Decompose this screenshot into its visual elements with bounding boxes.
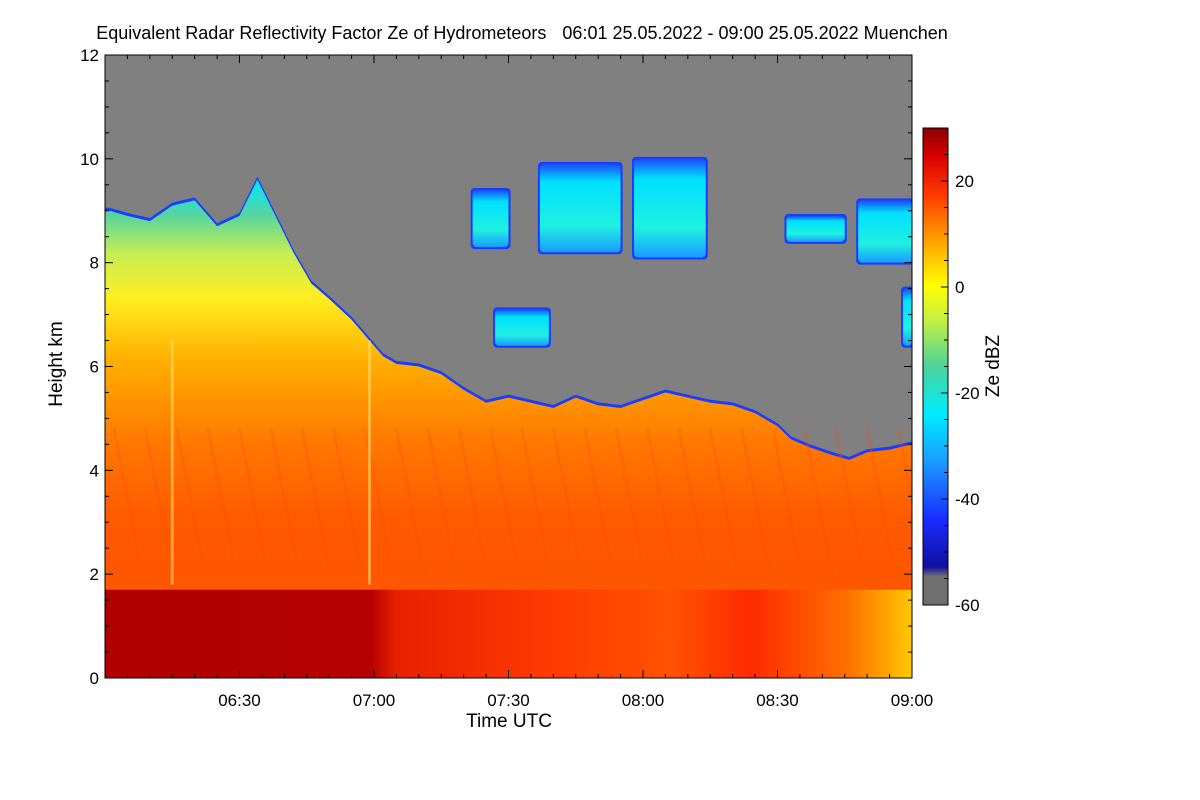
cloud-patch (634, 158, 706, 258)
fall-streak (457, 428, 489, 575)
fall-streak (394, 428, 426, 575)
x-tick-label: 08:00 (622, 691, 665, 710)
colorbar-tick-label: -40 (955, 490, 980, 509)
precipitation-echo (105, 179, 912, 678)
fall-streak (646, 428, 677, 575)
y-tick-label: 4 (90, 461, 99, 480)
x-axis: 06:30 07:00 07:30 08:00 08:30 09:00 (104, 55, 934, 710)
y-tick-label: 2 (90, 565, 99, 584)
plot-area (105, 55, 912, 678)
fall-streak (520, 428, 552, 575)
chart-title: Equivalent Radar Reflectivity Factor Ze … (96, 23, 948, 43)
cloud-patch (539, 164, 621, 253)
fall-streak (897, 428, 912, 507)
y-tick-label: 6 (90, 358, 99, 377)
colorbar: 20 0 -20 -40 -60 Ze dBZ (922, 127, 1004, 615)
fall-streak (551, 428, 583, 575)
colorbar-tick-label: 20 (955, 172, 974, 191)
colorbar-tick-label: -60 (955, 596, 980, 615)
x-tick-label: 06:30 (218, 691, 261, 710)
title-main: Equivalent Radar Reflectivity Factor Ze … (96, 23, 546, 43)
y-tick-label: 12 (80, 46, 99, 65)
y-tick-label: 10 (80, 150, 99, 169)
colorbar-scale (922, 127, 949, 606)
fall-streak (112, 428, 144, 575)
fall-streak (583, 428, 615, 575)
cloud-patch (858, 200, 912, 263)
cloud-patch (786, 215, 845, 242)
fall-streak (489, 428, 521, 575)
x-tick-label: 07:30 (487, 691, 530, 710)
fall-streak (771, 428, 803, 575)
cloud-patch (495, 309, 549, 346)
fall-streak (426, 428, 458, 575)
y-tick-label: 8 (90, 254, 99, 273)
colorbar-label: Ze dBZ (983, 334, 1004, 397)
fall-streak (865, 428, 897, 575)
colorbar-ticks: 20 0 -20 -40 -60 (941, 127, 980, 615)
x-tick-label: 07:00 (353, 691, 396, 710)
x-tick-label: 08:30 (756, 691, 799, 710)
x-tick-label: 09:00 (891, 691, 934, 710)
fall-streak (677, 428, 709, 575)
colorbar-tick-label: -20 (955, 384, 980, 403)
fall-streak (175, 428, 207, 575)
fall-streak (802, 428, 834, 575)
fall-streak (300, 428, 332, 575)
y-axis: 0 2 4 6 8 10 12 (80, 46, 912, 688)
colorbar-tick-label: 0 (955, 278, 964, 297)
fall-streak (238, 428, 269, 575)
fall-streak (834, 428, 866, 575)
cloud-patch (903, 288, 912, 346)
upper-cloud-layer (470, 156, 912, 348)
fall-streak (143, 428, 175, 575)
y-axis-label: Height km (46, 321, 67, 407)
fall-streak (614, 428, 646, 575)
fall-streak (332, 428, 364, 575)
x-axis-label: Time UTC (466, 711, 552, 732)
rain-layer-below-melting (105, 589, 912, 678)
y-tick-label: 0 (90, 669, 99, 688)
fall-streaks (112, 340, 912, 585)
fall-streak (206, 428, 238, 575)
fall-streak (269, 428, 301, 575)
title-period: 06:01 25.05.2022 - 09:00 25.05.2022 Muen… (562, 23, 947, 43)
fall-streak (740, 428, 772, 575)
fall-streak (708, 428, 740, 575)
cloud-patch (472, 189, 509, 248)
